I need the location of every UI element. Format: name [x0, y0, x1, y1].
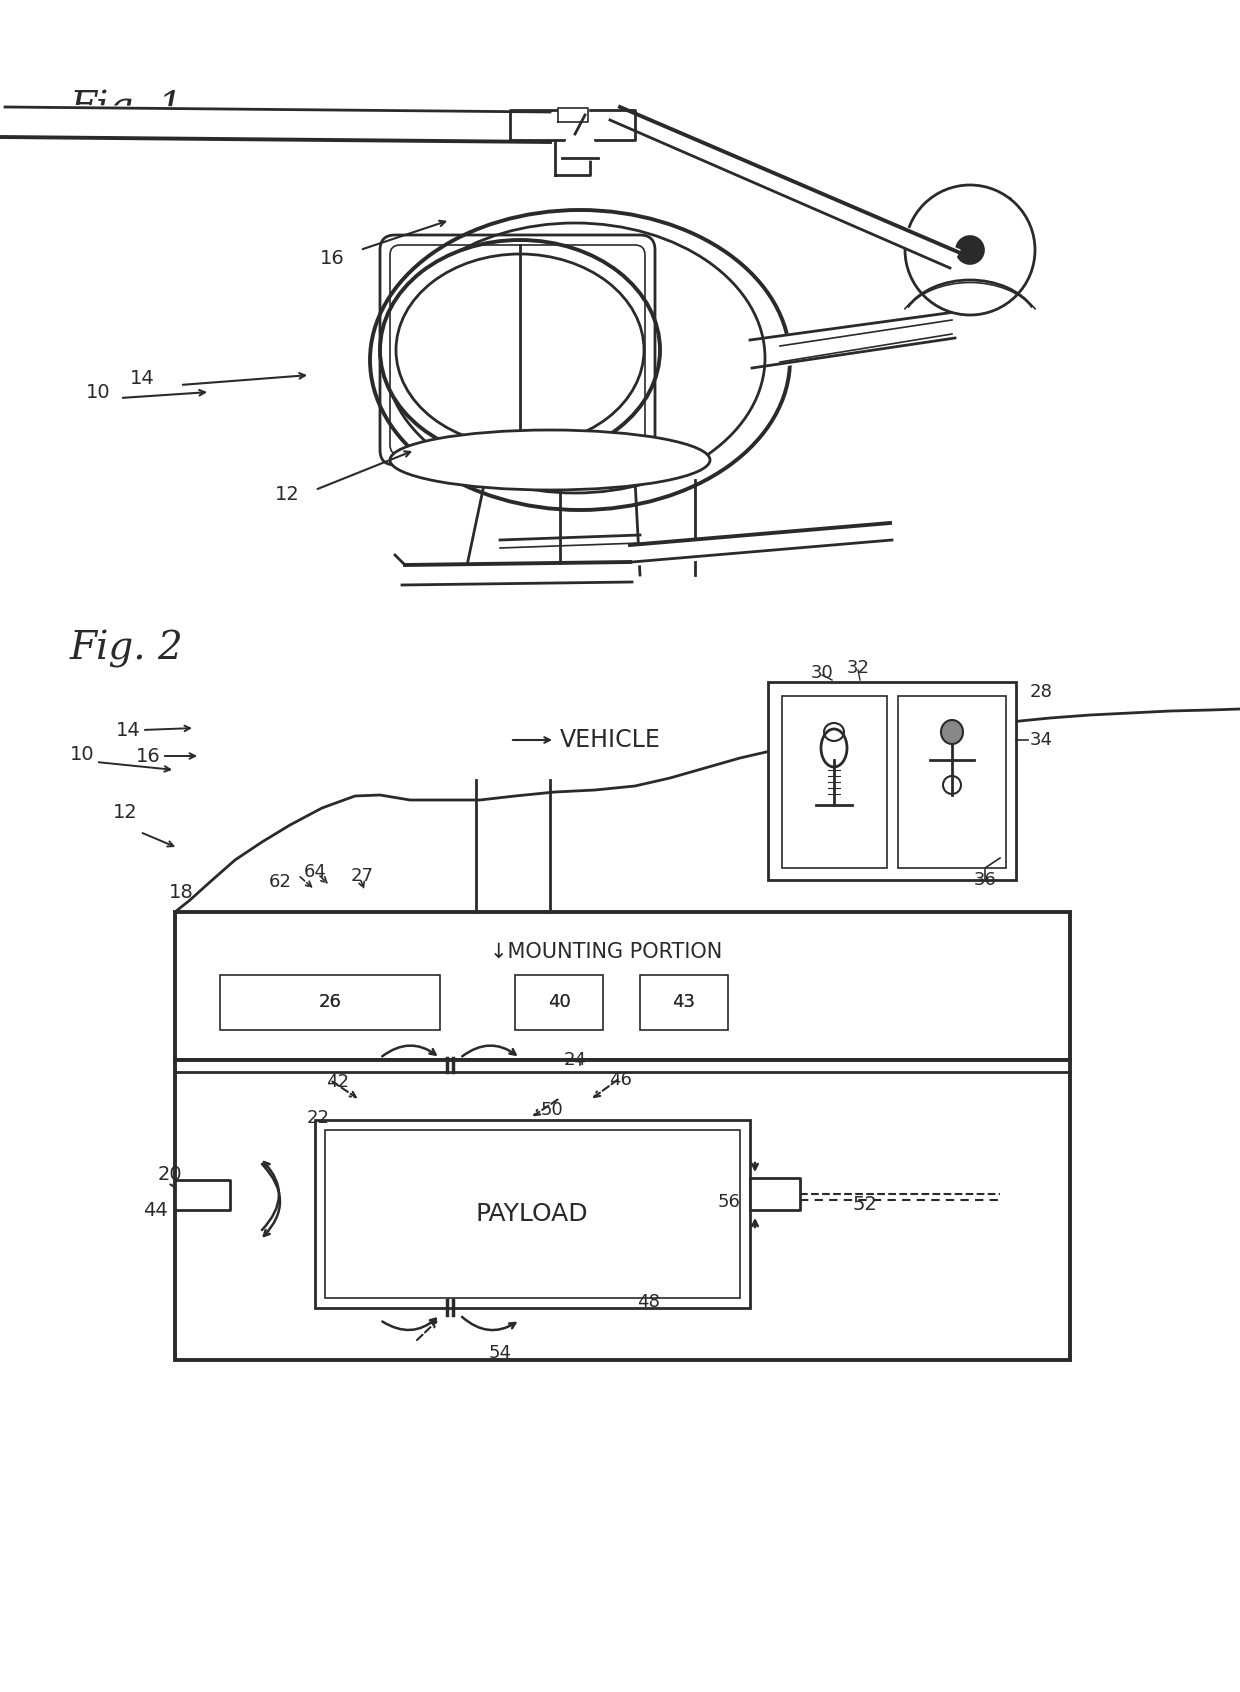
Text: ↓MOUNTING PORTION: ↓MOUNTING PORTION — [490, 942, 722, 963]
Ellipse shape — [379, 240, 660, 460]
Polygon shape — [0, 105, 551, 142]
Text: 24: 24 — [563, 1051, 587, 1069]
Text: 56: 56 — [718, 1193, 740, 1211]
Text: 54: 54 — [489, 1343, 511, 1362]
Text: 40: 40 — [548, 993, 570, 1012]
Polygon shape — [750, 310, 960, 371]
Text: 14: 14 — [115, 721, 140, 739]
Text: 40: 40 — [548, 993, 570, 1012]
Text: 12: 12 — [113, 802, 138, 822]
Ellipse shape — [941, 721, 963, 744]
Text: 16: 16 — [135, 746, 160, 765]
Polygon shape — [560, 115, 600, 161]
Text: 52: 52 — [853, 1196, 878, 1215]
Text: 10: 10 — [86, 382, 110, 401]
Text: 43: 43 — [672, 993, 696, 1012]
Polygon shape — [175, 1179, 229, 1210]
Text: VEHICLE: VEHICLE — [560, 728, 661, 751]
FancyBboxPatch shape — [768, 682, 1016, 880]
Text: 26: 26 — [319, 993, 341, 1012]
Text: 42: 42 — [326, 1073, 350, 1091]
Text: 30: 30 — [811, 663, 833, 682]
FancyBboxPatch shape — [175, 1059, 1070, 1360]
Circle shape — [956, 235, 985, 264]
Polygon shape — [610, 108, 960, 267]
Text: 32: 32 — [847, 658, 869, 677]
Text: 16: 16 — [320, 249, 345, 267]
Text: Fig. 1: Fig. 1 — [69, 90, 184, 129]
Text: 64: 64 — [304, 863, 326, 882]
Polygon shape — [556, 130, 590, 174]
Text: PAYLOAD: PAYLOAD — [476, 1201, 588, 1227]
Polygon shape — [630, 525, 895, 565]
Ellipse shape — [391, 430, 711, 491]
Text: 12: 12 — [275, 486, 300, 504]
Text: 27: 27 — [351, 866, 373, 885]
Polygon shape — [175, 709, 1240, 1000]
Circle shape — [905, 184, 1035, 315]
FancyBboxPatch shape — [175, 912, 1070, 1059]
Polygon shape — [510, 110, 635, 140]
Text: 43: 43 — [672, 993, 696, 1012]
Text: 50: 50 — [541, 1101, 563, 1118]
Text: 26: 26 — [319, 993, 341, 1012]
Text: 44: 44 — [143, 1201, 167, 1220]
Text: 20: 20 — [157, 1166, 182, 1184]
Text: Fig. 2: Fig. 2 — [69, 629, 184, 668]
Text: 14: 14 — [130, 369, 155, 387]
Polygon shape — [750, 1178, 800, 1210]
Text: 62: 62 — [269, 873, 291, 892]
Ellipse shape — [370, 210, 790, 509]
FancyBboxPatch shape — [315, 1120, 750, 1308]
Text: 48: 48 — [636, 1293, 660, 1311]
Text: 10: 10 — [69, 746, 94, 765]
Polygon shape — [405, 565, 630, 589]
Text: 18: 18 — [169, 883, 193, 902]
Polygon shape — [558, 108, 588, 122]
Text: 22: 22 — [306, 1108, 330, 1127]
Text: 36: 36 — [973, 871, 997, 888]
Text: 28: 28 — [1030, 684, 1053, 700]
Polygon shape — [940, 220, 999, 308]
Text: 34: 34 — [1030, 731, 1053, 750]
Polygon shape — [965, 198, 1011, 222]
Text: 46: 46 — [609, 1071, 631, 1090]
